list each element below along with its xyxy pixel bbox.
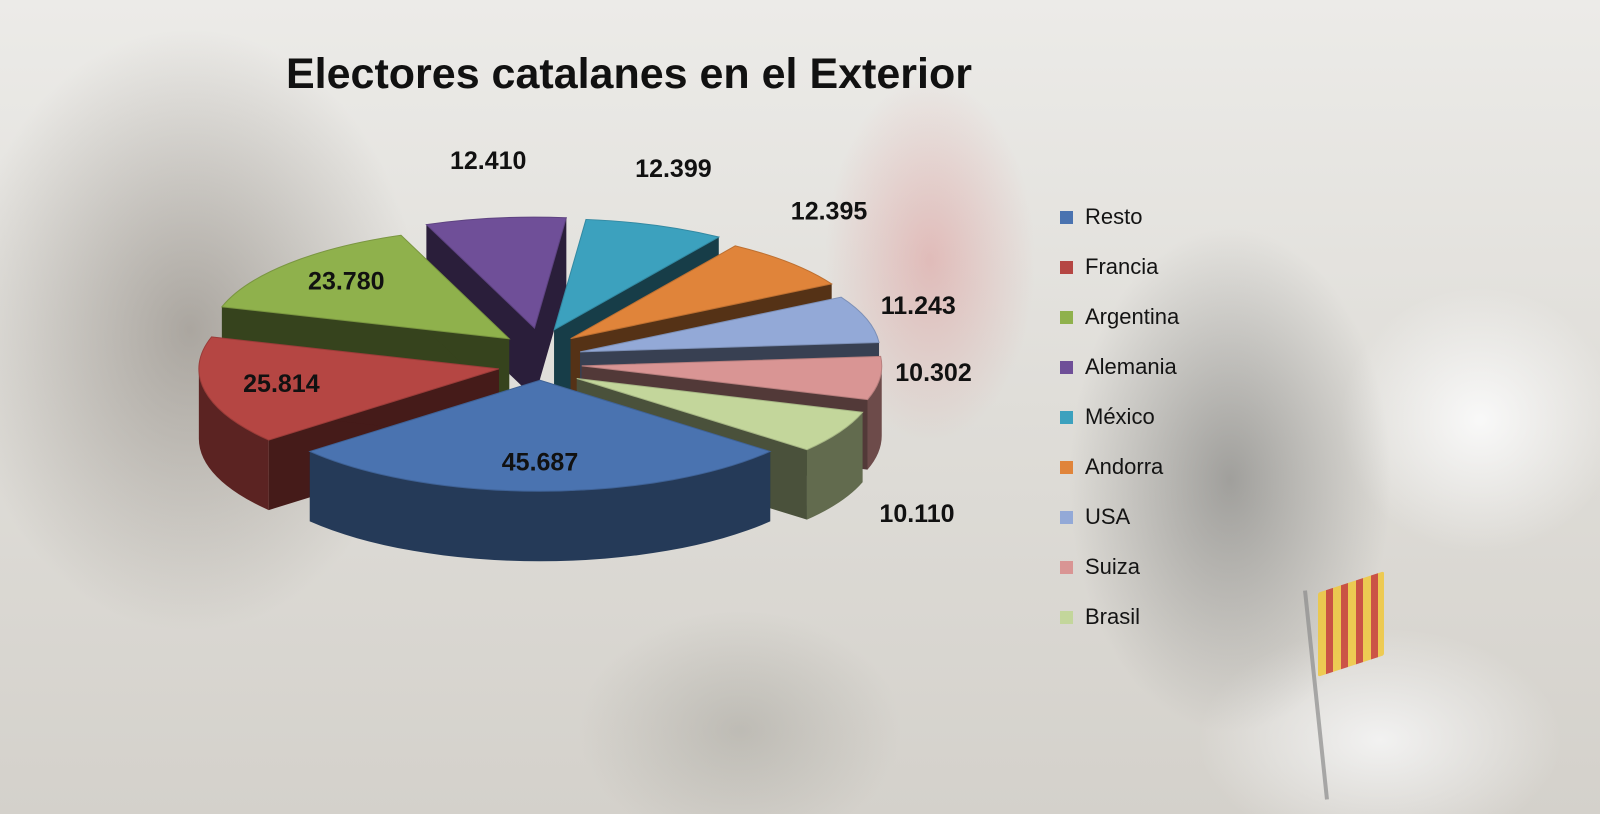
chart-title: Electores catalanes en el Exterior [286,50,972,98]
pie-slices [198,216,883,562]
legend-label-resto: Resto [1085,204,1143,229]
legend-item-francia: Francia [1060,242,1179,292]
legend-item-usa: USA [1060,492,1179,542]
data-label-francia: 25.814 [243,370,320,398]
data-label-argentina: 23.780 [308,268,384,296]
legend-item-argentina: Argentina [1060,292,1179,342]
legend-label-francia: Francia [1085,254,1159,279]
legend-item-m-xico: México [1060,392,1179,442]
legend-swatch-brasil [1060,610,1073,624]
chart-legend: Resto Francia Argentina Alemania México Andor… [1060,192,1179,642]
legend-label-suiza: Suiza [1085,554,1141,579]
legend-item-resto: Resto [1060,192,1179,242]
slice-wall-brasil-1 [806,412,863,520]
slice-side-alemania-1 [534,217,567,399]
data-label-brasil: 10.110 [879,500,954,528]
legend-item-alemania: Alemania [1060,342,1179,392]
slice-francia [198,336,500,511]
data-label-m-xico: 12.399 [635,155,711,183]
legend-swatch-alemania [1060,360,1073,374]
data-label-andorra: 12.395 [791,198,868,226]
legend-label-andorra: Andorra [1085,454,1164,479]
legend-label-m-xico: México [1085,404,1155,429]
legend-swatch-resto [1060,210,1073,224]
data-labels: 45.687 25.814 23.780 12.410 12.399 12.395 11.2… [243,147,972,528]
slice-top-andorra [570,245,833,340]
legend-swatch-francia [1060,260,1073,274]
legend-swatch-argentina [1060,310,1073,324]
slice-top-brasil [576,377,864,451]
slice-top-francia [198,336,500,441]
data-label-resto: 45.687 [502,449,578,477]
slice-top-suiza [581,355,883,401]
slice-wall-suiza-1 [867,365,882,470]
slice-top-alemania [425,216,567,330]
slice-top-resto [308,379,772,492]
legend-label-brasil: Brasil [1085,604,1141,629]
data-label-alemania: 12.410 [450,147,526,175]
data-label-suiza: 10.302 [895,359,971,387]
legend-swatch-m-xico [1060,410,1073,424]
legend-label-usa: USA [1085,504,1131,529]
legend-swatch-usa [1060,510,1073,524]
legend-item-suiza: Suiza [1060,542,1179,592]
slice-top-m-xico [553,218,721,331]
slice-resto [308,379,772,562]
legend-item-brasil: Brasil [1060,592,1179,642]
legend-item-andorra: Andorra [1060,442,1179,492]
slice-top-argentina [220,234,511,340]
legend-swatch-andorra [1060,460,1073,474]
data-label-usa: 11.243 [881,292,956,320]
legend-label-argentina: Argentina [1085,304,1180,329]
legend-label-alemania: Alemania [1085,354,1177,379]
legend-swatch-suiza [1060,560,1073,574]
slice-wall-resto-0 [309,451,771,562]
slice-wall-francia-0 [198,368,269,511]
slice-top-usa [580,296,880,353]
